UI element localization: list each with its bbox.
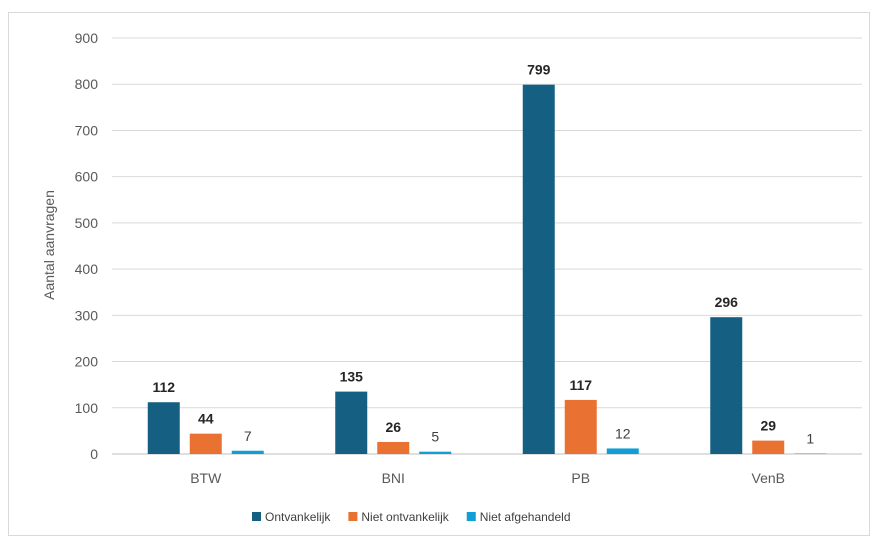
data-label: 112 [152,379,175,395]
bars [147,84,827,454]
bar [606,448,639,454]
data-label: 29 [760,418,776,434]
bar [231,450,264,454]
legend-label: Ontvankelijk [265,510,331,524]
x-category-label: BTW [190,470,222,486]
y-tick-label: 900 [75,30,99,46]
bar [522,84,555,454]
data-label: 799 [527,62,551,78]
legend-swatch [252,512,261,521]
y-tick-label: 0 [90,446,98,462]
data-label: 26 [385,419,401,435]
legend-swatch [466,512,476,521]
y-tick-label: 500 [75,215,99,231]
legend-label: Niet ontvankelijk [361,510,449,524]
data-label: 12 [615,425,631,441]
x-category-label: VenB [752,470,785,486]
y-axis-ticks: 0 100 200 300 400 500 600 700 800 900 [75,30,99,462]
data-label: 135 [340,369,364,385]
data-labels: 112 44 7 135 26 5 799 117 12 296 29 1 [152,62,814,447]
bar [710,317,743,454]
bar [564,399,597,454]
y-tick-label: 800 [75,76,99,92]
data-label: 117 [569,377,592,393]
y-tick-label: 100 [75,400,99,416]
legend: Ontvankelijk Niet ontvankelijk Niet afgeha… [252,510,571,524]
y-tick-label: 400 [75,261,99,277]
legend-swatch [348,512,358,521]
bar [377,441,410,454]
x-category-label: PB [571,470,590,486]
bar [335,391,368,454]
y-tick-label: 600 [75,169,99,185]
data-label: 7 [244,428,252,444]
data-label: 5 [431,429,439,445]
bar [189,433,222,454]
y-tick-label: 700 [75,122,99,138]
legend-label: Niet afgehandeld [480,510,571,524]
y-axis-label: Aantal aanvragen [41,190,57,300]
data-label: 296 [715,294,739,310]
x-axis-categories: BTW BNI PB VenB [190,470,785,486]
data-label: 1 [806,431,814,447]
bar [752,440,785,454]
gridlines [112,37,862,455]
bar [147,402,180,454]
bar [419,451,452,454]
y-tick-label: 200 [75,354,99,370]
data-label: 44 [198,411,214,427]
x-category-label: BNI [382,470,405,486]
y-tick-label: 300 [75,307,99,323]
